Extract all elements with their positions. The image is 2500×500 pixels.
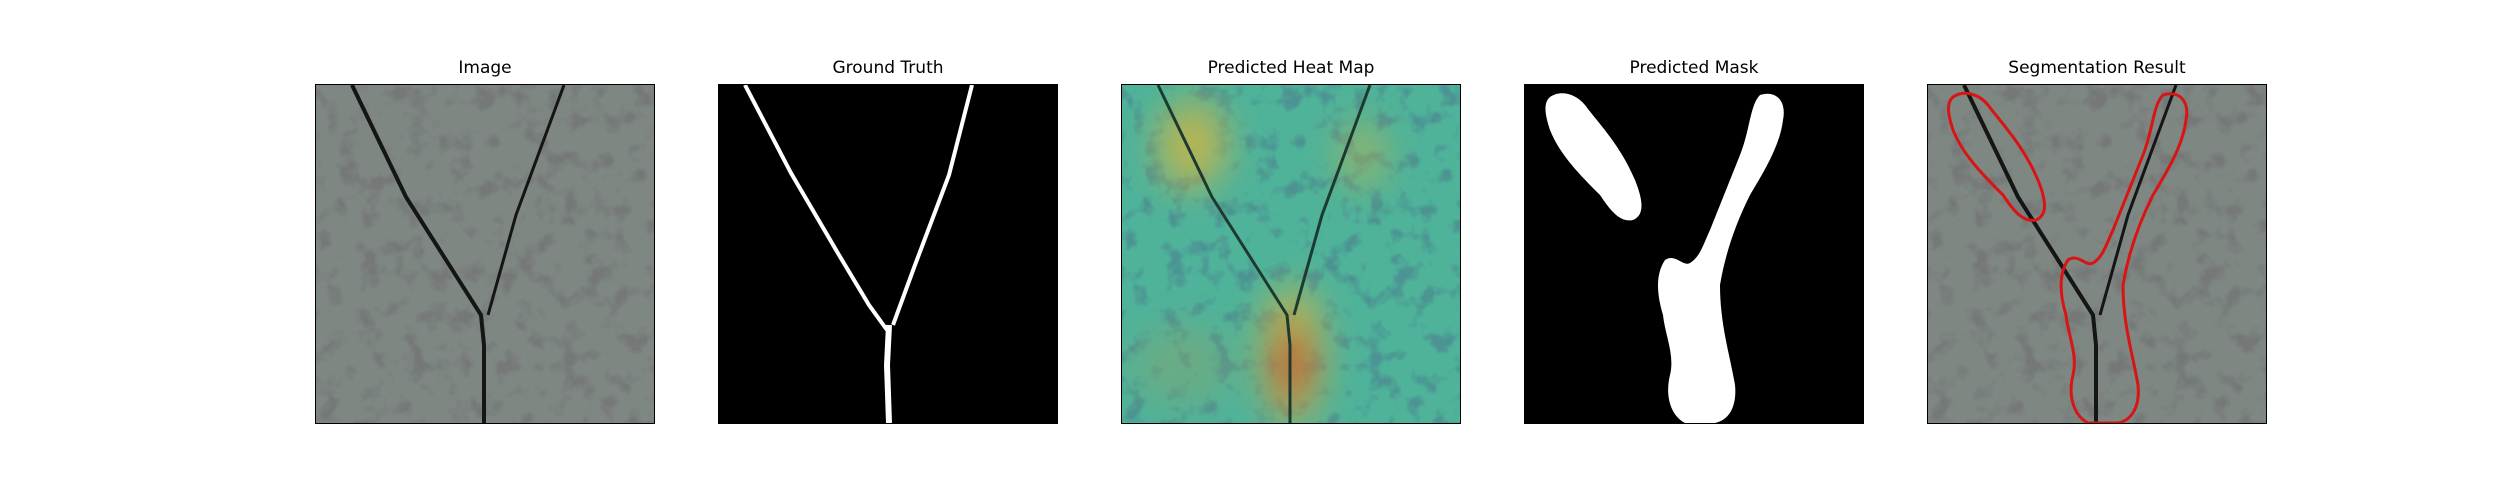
mask-line xyxy=(891,85,974,326)
ground-truth-view xyxy=(718,84,1058,424)
panel-ground-truth: Ground Truth xyxy=(718,0,1058,500)
panel-image: Image xyxy=(315,0,655,500)
panel-title: Ground Truth xyxy=(832,58,944,78)
crack-line xyxy=(350,85,486,423)
contour-left xyxy=(1947,91,2046,222)
mask-line xyxy=(743,85,889,332)
crack-line xyxy=(1156,85,1292,423)
panel-title: Image xyxy=(458,58,512,78)
heat-map-view xyxy=(1121,84,1461,424)
panel-title: Predicted Mask xyxy=(1629,58,1759,78)
crack-line xyxy=(1292,85,1372,316)
contour-right xyxy=(2059,92,2189,423)
panel-heat-map: Predicted Heat Map xyxy=(1121,0,1461,500)
mask-line xyxy=(883,324,892,423)
crack-line xyxy=(1962,85,2098,423)
segmentation-view xyxy=(1927,84,2267,424)
heat-map xyxy=(1122,85,1460,423)
predicted-mask-view xyxy=(1524,84,1864,424)
ground-truth-mask xyxy=(719,85,1057,423)
image-view xyxy=(315,84,655,424)
predicted-mask xyxy=(1525,85,1863,423)
mask-blob-right xyxy=(1658,93,1784,423)
panel-title: Predicted Heat Map xyxy=(1207,58,1375,78)
panel-predicted-mask: Predicted Mask xyxy=(1524,0,1864,500)
panel-segmentation-result: Segmentation Result xyxy=(1927,0,2267,500)
mask-blob-left xyxy=(1545,93,1642,221)
input-image xyxy=(316,85,654,423)
crack-line xyxy=(486,85,566,316)
panel-title: Segmentation Result xyxy=(2008,58,2186,78)
segmentation-overlay xyxy=(1928,85,2266,423)
segmentation-contours xyxy=(1947,91,2189,423)
crack-line xyxy=(2098,85,2178,316)
